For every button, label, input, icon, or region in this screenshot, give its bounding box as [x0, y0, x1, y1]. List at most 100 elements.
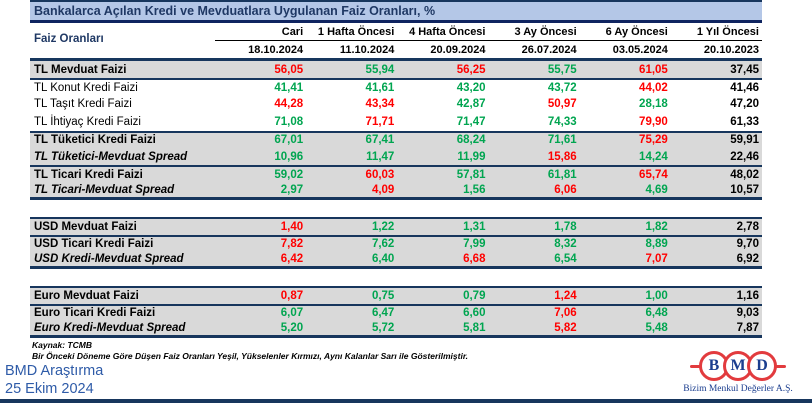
table-row: USD Mevduat Faizi 1,40 1,22 1,31 1,78 1,82 2,7…	[30, 217, 762, 235]
table-row: Euro Ticari Kredi Faizi 6,07 6,47 6,60 7,06 6…	[30, 303, 762, 322]
rate-value: 43,72	[547, 82, 577, 95]
rate-value: 56,25	[456, 63, 486, 76]
rate-value: 41,61	[365, 82, 395, 95]
logo-letter-circle: D	[747, 351, 777, 381]
column-header: 4 Hafta Öncesi	[409, 26, 486, 38]
rate-value: 2,97	[280, 183, 304, 196]
row-label: Euro Ticari Kredi Faizi	[34, 307, 156, 320]
rate-value: 75,29	[639, 134, 668, 147]
rate-value: 1,24	[554, 289, 577, 302]
rate-value: 60,03	[365, 169, 395, 182]
rate-value: 5,81	[463, 322, 486, 335]
rate-value: 74,33	[547, 115, 577, 128]
rate-value: 5,72	[371, 322, 395, 335]
rate-value: 68,24	[456, 134, 486, 147]
table-row: TL Mevduat Faizi 56,05 55,94 56,25 55,75 61,0…	[30, 61, 762, 79]
rate-value: 42,87	[456, 98, 486, 111]
rate-value: 6,42	[280, 253, 304, 266]
rate-value: 9,70	[736, 238, 759, 251]
rate-value: 43,34	[365, 98, 395, 111]
column-dates-row: 18.10.2024 11.10.2024 20.09.2024 26.07.2024…	[215, 41, 762, 58]
rate-value: 61,33	[730, 115, 759, 128]
row-label: TL Ticari-Mevduat Spread	[34, 183, 175, 196]
column-header: 1 Yıl Öncesi	[696, 26, 759, 38]
column-date: 03.05.2024	[612, 44, 668, 56]
rates-report: Bankalarca Açılan Kredi ve Mevduatlara U…	[30, 0, 762, 362]
column-header: 1 Hafta Öncesi	[317, 26, 395, 38]
rate-value: 50,97	[547, 98, 577, 111]
research-team-label: BMD Araştırma	[5, 363, 104, 379]
source-note: Kaynak: TCMB	[32, 340, 92, 351]
rate-value: 55,75	[547, 63, 577, 76]
rate-value: 5,82	[554, 322, 577, 335]
row-label: TL Ticari Kredi Faizi	[34, 169, 143, 182]
logo-tagline: Bizim Menkul Değerler A.Ş.	[683, 384, 793, 394]
table-row: TL İhtiyaç Kredi Faizi 71,08 71,71 71,47 74,…	[30, 113, 762, 130]
logo-line-right	[774, 364, 786, 368]
table-row: Euro Mevduat Faizi 0,87 0,75 0,79 1,24 1,00 1,…	[30, 286, 762, 304]
legend-note: Bir Önceki Döneme Göre Düşen Faiz Oranla…	[32, 351, 469, 362]
rate-value: 7,87	[736, 322, 759, 335]
table-row: TL Konut Kredi Faizi 41,41 41,61 43,20 43,72…	[30, 78, 762, 95]
rate-value: 15,86	[547, 150, 577, 163]
page-title: Bankalarca Açılan Kredi ve Mevduatlara U…	[30, 0, 762, 23]
rate-value: 6,06	[554, 183, 577, 196]
rate-value: 65,74	[639, 169, 668, 182]
logo-letter: M	[730, 357, 746, 374]
rate-value: 44,28	[274, 98, 304, 111]
rate-value: 6,68	[463, 253, 486, 266]
rate-value: 4,69	[645, 183, 668, 196]
rate-value: 67,01	[274, 134, 304, 147]
table-row: TL Ticari-Mevduat Spread 2,97 4,09 1,56 6,06…	[30, 182, 762, 201]
report-date: 25 Ekim 2024	[5, 380, 94, 397]
row-label: Euro Mevduat Faizi	[34, 289, 139, 302]
rate-value: 11,99	[457, 150, 486, 163]
rate-value: 6,92	[736, 253, 759, 266]
rate-value: 71,08	[274, 115, 304, 128]
rate-value: 44,02	[639, 82, 668, 95]
row-label: TL Konut Kredi Faizi	[34, 82, 138, 95]
rate-value: 47,20	[730, 98, 759, 111]
bottom-divider	[0, 399, 812, 403]
column-date: 20.10.2023	[703, 44, 759, 56]
rate-value: 55,94	[365, 63, 395, 76]
row-label: USD Kredi-Mevduat Spread	[34, 253, 184, 266]
row-label: TL Tüketici Kredi Faizi	[34, 134, 156, 147]
rate-value: 48,02	[730, 169, 759, 182]
rate-value: 79,90	[639, 115, 668, 128]
column-header: 3 Ay Öncesi	[514, 26, 577, 38]
table-body: TL Mevduat Faizi 56,05 55,94 56,25 55,75 61,0…	[30, 61, 762, 339]
rate-value: 28,18	[639, 98, 668, 111]
footer-left: BMD Araştırma 25 Ekim 2024	[5, 363, 103, 398]
rate-value: 41,41	[274, 82, 304, 95]
rate-value: 1,56	[463, 183, 486, 196]
rate-value: 7,62	[371, 238, 395, 251]
column-date: 11.10.2024	[339, 44, 395, 56]
rate-value: 71,71	[365, 115, 395, 128]
row-label: USD Ticari Kredi Faizi	[34, 238, 154, 251]
rate-value: 61,81	[547, 169, 577, 182]
rate-value: 1,78	[554, 220, 577, 233]
corner-header-label: Faiz Oranları	[34, 33, 104, 45]
rate-value: 0,79	[463, 289, 486, 302]
table-row: Euro Kredi-Mevduat Spread 5,20 5,72 5,81 5,8…	[30, 321, 762, 339]
rate-value: 14,24	[639, 150, 668, 163]
rate-value: 6,07	[280, 307, 304, 320]
rate-value: 1,40	[280, 220, 304, 233]
rate-value: 11,47	[366, 150, 395, 163]
row-label: TL Taşıt Kredi Faizi	[34, 98, 132, 111]
row-label: USD Mevduat Faizi	[34, 220, 137, 233]
rate-value: 1,82	[645, 220, 668, 233]
table-row: USD Kredi-Mevduat Spread 6,42 6,40 6,68 6,54…	[30, 251, 762, 270]
rate-value: 6,60	[463, 307, 486, 320]
rate-value: 37,45	[730, 63, 759, 76]
rate-value: 6,48	[645, 307, 668, 320]
table-header: Faiz Oranları Cari 1 Hafta Öncesi 4 Hafta …	[30, 23, 762, 61]
table-row: TL Tüketici-Mevduat Spread 10,96 11,47 11,9…	[30, 147, 762, 166]
row-label: TL Mevduat Faizi	[34, 63, 127, 76]
rate-value: 2,78	[736, 220, 759, 233]
rate-value: 56,05	[274, 63, 304, 76]
rate-value: 71,61	[547, 134, 577, 147]
column-header: 6 Ay Öncesi	[605, 26, 668, 38]
